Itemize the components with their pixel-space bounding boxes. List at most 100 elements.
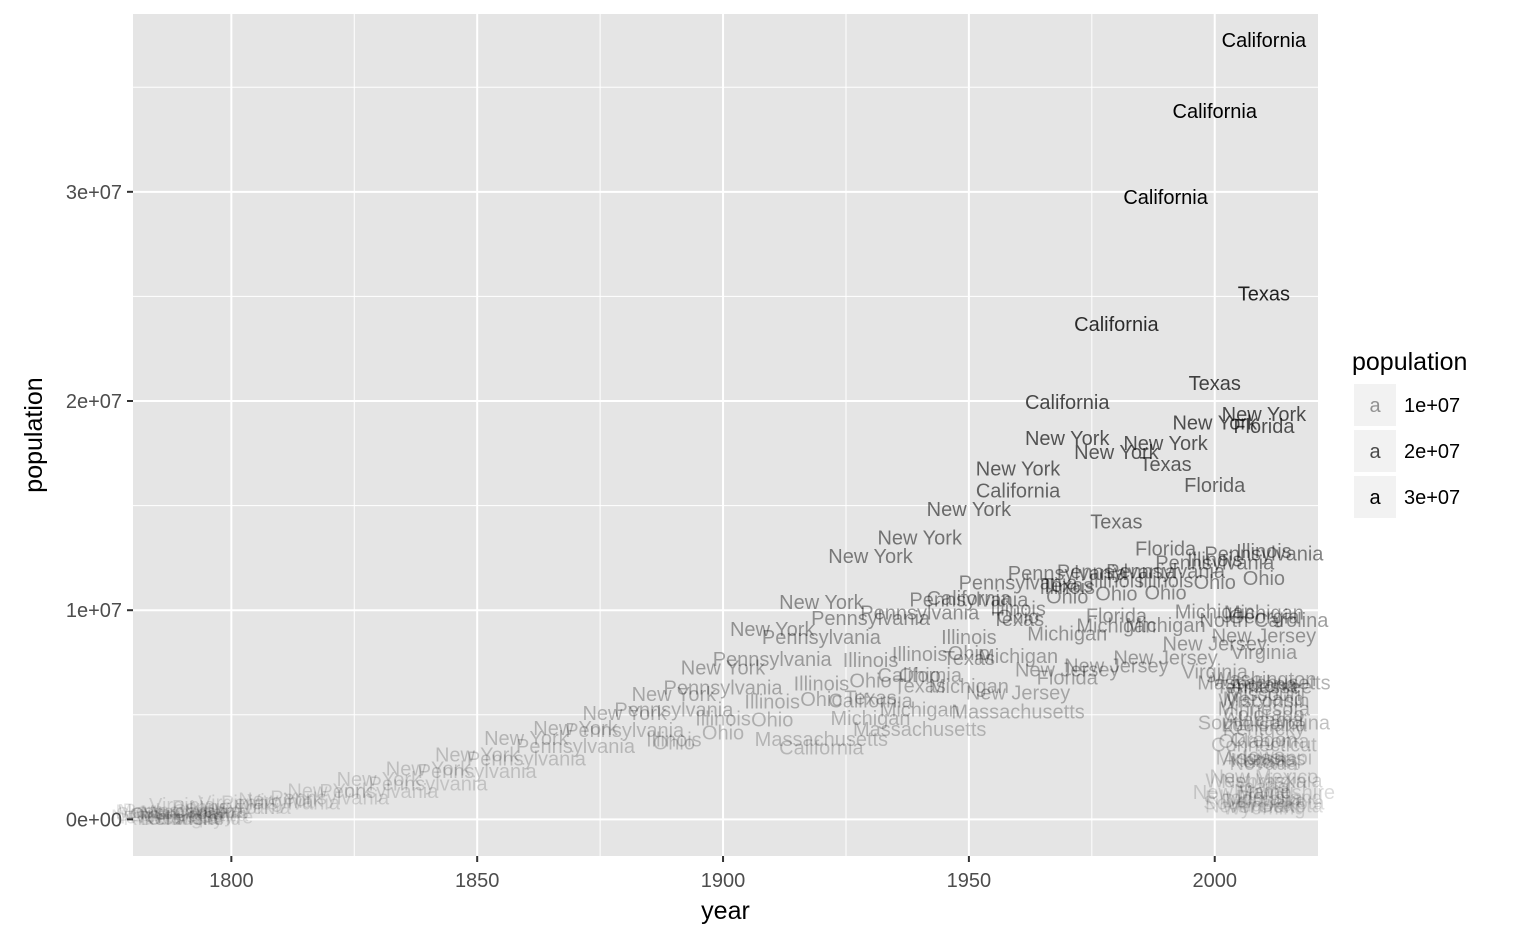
legend-key — [1354, 430, 1396, 472]
state-label: Rhode Island — [123, 808, 241, 830]
state-label: Pennsylvania — [369, 773, 489, 795]
state-label: Wisconsin — [1218, 690, 1309, 712]
state-label: New York — [828, 546, 913, 568]
state-label: Delaware — [140, 808, 224, 830]
state-label: Massachusetts — [1197, 672, 1330, 694]
state-label: Rhode Island — [1205, 787, 1323, 809]
state-label: New York — [1172, 412, 1257, 434]
state-label: Maryland — [141, 803, 223, 825]
state-label: New York — [779, 592, 864, 614]
state-label: Pennsylvania — [959, 573, 1079, 595]
state-label: Idaho — [1239, 777, 1289, 799]
state-label: Virginia — [1182, 661, 1249, 683]
state-label: New Jersey — [1064, 655, 1168, 677]
state-label: Montana — [1225, 789, 1304, 811]
state-label: New York — [877, 527, 962, 549]
axes: 1800 1850 1900 1950 2000 0e+00 1e+07 2e+07 3e+07 — [66, 182, 1237, 892]
state-label: Pennsylvania — [467, 749, 587, 771]
state-label: New York — [435, 745, 520, 767]
state-label: Oregon — [1231, 729, 1298, 751]
state-label: Louisiana — [1221, 715, 1308, 737]
state-label: Pennsylvania — [1008, 563, 1128, 585]
state-label: Massachusetts — [755, 729, 888, 751]
state-label: California — [927, 588, 1012, 610]
state-label: Illinois — [1236, 541, 1292, 563]
state-label: Nevada — [1229, 753, 1299, 775]
state-label: New Jersey — [966, 682, 1070, 704]
state-label: Pennsylvania — [909, 590, 1029, 612]
state-label: Indiana — [1231, 674, 1297, 696]
state-label: New York — [337, 769, 422, 791]
state-label: New York — [976, 458, 1061, 480]
state-label: Ohio — [702, 722, 744, 744]
state-label: New York — [681, 657, 766, 679]
legend-key-glyph: a — [1369, 395, 1381, 417]
y-tick-label: 1e+07 — [66, 600, 122, 622]
state-label: Illinois — [1187, 550, 1243, 572]
state-label: Virginia — [198, 793, 265, 815]
legend-items: a 1e+07 a 2e+07 a 3e+07 — [1354, 384, 1460, 518]
state-label: Texas — [844, 688, 896, 710]
state-label: Pennsylvania — [565, 720, 685, 742]
state-label: Pennsylvania — [1057, 561, 1177, 583]
state-label: Illinois — [1138, 570, 1194, 592]
state-label: Michigan — [1175, 601, 1255, 623]
state-label: Maryland — [1223, 689, 1305, 711]
state-label: California — [1123, 187, 1208, 209]
state-label: Nebraska — [1221, 771, 1307, 793]
legend-label: 1e+07 — [1404, 395, 1460, 417]
state-label: New Jersey — [130, 806, 234, 828]
state-label: West Virginia — [1205, 771, 1323, 793]
state-label: Texas — [943, 648, 995, 670]
state-label: Ohio — [800, 689, 842, 711]
legend-key — [1354, 384, 1396, 426]
legend-label: 2e+07 — [1404, 441, 1460, 463]
state-label: Michigan — [929, 676, 1009, 698]
state-label: Pennsylvania — [860, 602, 980, 624]
state-label: Pennsylvania — [418, 761, 538, 783]
y-tick-label: 2e+07 — [66, 391, 122, 413]
state-label: New York — [484, 728, 569, 750]
state-label: Virginia — [247, 791, 314, 813]
state-label: North Carolina — [118, 801, 248, 823]
state-label: Kentucky — [1223, 719, 1305, 741]
state-label: Oklahoma — [1218, 731, 1310, 753]
state-label: North Carolina — [1199, 610, 1329, 632]
state-label: Ohio — [1046, 587, 1088, 609]
state-label: New York — [1074, 442, 1159, 464]
state-label: Illinois — [646, 729, 702, 751]
state-label: Illinois — [941, 627, 997, 649]
state-label: New Hampshire — [1193, 782, 1335, 804]
state-label: Hawaii — [1234, 781, 1294, 803]
state-label: Kansas — [1231, 750, 1298, 772]
state-label: Ohio — [948, 643, 990, 665]
x-axis-title: year — [701, 897, 750, 925]
state-label: Texas — [992, 609, 1044, 631]
state-label: Texas — [1041, 575, 1093, 597]
legend-key-glyph: a — [1369, 441, 1381, 463]
state-label: New York — [927, 499, 1012, 521]
state-label: Illinois — [695, 709, 751, 731]
x-tick-label: 2000 — [1192, 870, 1237, 892]
y-tick-label: 0e+00 — [66, 809, 122, 831]
state-label: Connecticut — [1211, 735, 1317, 757]
plot-panel — [133, 14, 1318, 856]
state-label: New York — [287, 781, 372, 803]
x-tick-label: 1850 — [455, 870, 500, 892]
state-label: Georgia — [1228, 607, 1300, 629]
state-label: Connecticut — [129, 804, 235, 826]
state-label: Illinois — [1089, 570, 1145, 592]
state-label: Arkansas — [1222, 748, 1305, 770]
state-label: Minnesota — [1218, 699, 1311, 721]
state-label: Ohio — [1194, 572, 1236, 594]
state-label: New Jersey — [1163, 633, 1267, 655]
state-label: Pennsylvania — [614, 699, 734, 721]
state-labels: California California California California… — [111, 30, 1335, 830]
state-label: Florida — [1037, 667, 1099, 689]
state-label: Washington — [1211, 669, 1316, 691]
state-label: California — [1222, 30, 1307, 52]
state-label: Utah — [1243, 752, 1285, 774]
state-label: Michigan — [1126, 615, 1206, 637]
state-label: Texas — [894, 675, 946, 697]
